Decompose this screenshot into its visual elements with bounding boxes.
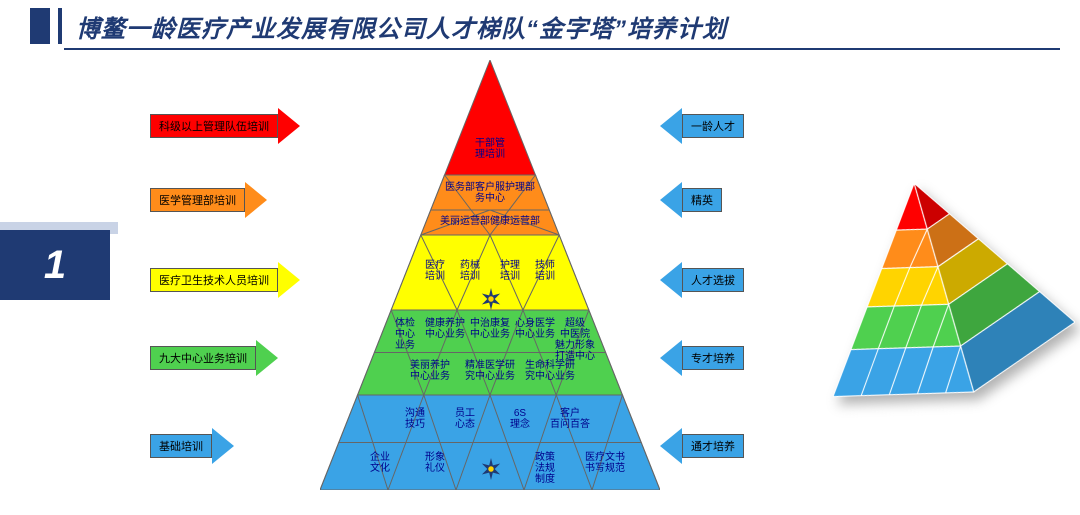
arrow-head-icon: [660, 182, 682, 218]
diagram-stage: 1 科级以上管理队伍培训医学管理部培训医疗卫生技术人员培训九大中心业务培训基础培…: [0, 50, 1080, 505]
arrow-label: 通才培养: [682, 434, 744, 458]
arrow-head-icon: [660, 262, 682, 298]
header-accent-line: [58, 8, 62, 44]
arrow-head-icon: [660, 108, 682, 144]
arrow-label: 人才选拔: [682, 268, 744, 292]
arrow-label: 精英: [682, 188, 722, 212]
arrow-head-icon: [660, 428, 682, 464]
slide-number: 1: [0, 230, 110, 300]
arrow-head-icon: [278, 108, 300, 144]
starburst-icon: [480, 288, 502, 310]
arrow-head-icon: [245, 182, 267, 218]
right-arrow: 一龄人才: [660, 108, 744, 144]
arrow-head-icon: [212, 428, 234, 464]
arrow-label: 医疗卫生技术人员培训: [150, 268, 278, 292]
arrow-label: 九大中心业务培训: [150, 346, 256, 370]
pyramid-shape: [320, 60, 660, 490]
header-accent-bar: [30, 8, 50, 44]
starburst-icon: [480, 458, 502, 480]
left-arrow: 医疗卫生技术人员培训: [150, 262, 300, 298]
left-arrow: 科级以上管理队伍培训: [150, 108, 300, 144]
header: 博鳌一龄医疗产业发展有限公司人才梯队“金字塔”培养计划: [0, 0, 1080, 48]
arrow-head-icon: [278, 262, 300, 298]
right-arrow: 人才选拔: [660, 262, 744, 298]
left-arrow: 九大中心业务培训: [150, 340, 278, 376]
right-arrow: 通才培养: [660, 428, 744, 464]
arrow-label: 科级以上管理队伍培训: [150, 114, 278, 138]
left-arrow: 医学管理部培训: [150, 182, 267, 218]
arrow-head-icon: [256, 340, 278, 376]
pyramid: 干部管 理培训医务部客户服 务中心护理部美丽运营部健康运营部医疗 培训药械 培训…: [320, 60, 660, 490]
arrow-label: 专才培养: [682, 346, 744, 370]
arrow-label: 一龄人才: [682, 114, 744, 138]
pyramid-3d: [805, 164, 1080, 427]
arrow-label: 基础培训: [150, 434, 212, 458]
page-title: 博鳌一龄医疗产业发展有限公司人才梯队“金字塔”培养计划: [76, 9, 727, 44]
right-arrow: 精英: [660, 182, 722, 218]
left-arrow: 基础培训: [150, 428, 234, 464]
right-arrow: 专才培养: [660, 340, 744, 376]
arrow-label: 医学管理部培训: [150, 188, 245, 212]
arrow-head-icon: [660, 340, 682, 376]
